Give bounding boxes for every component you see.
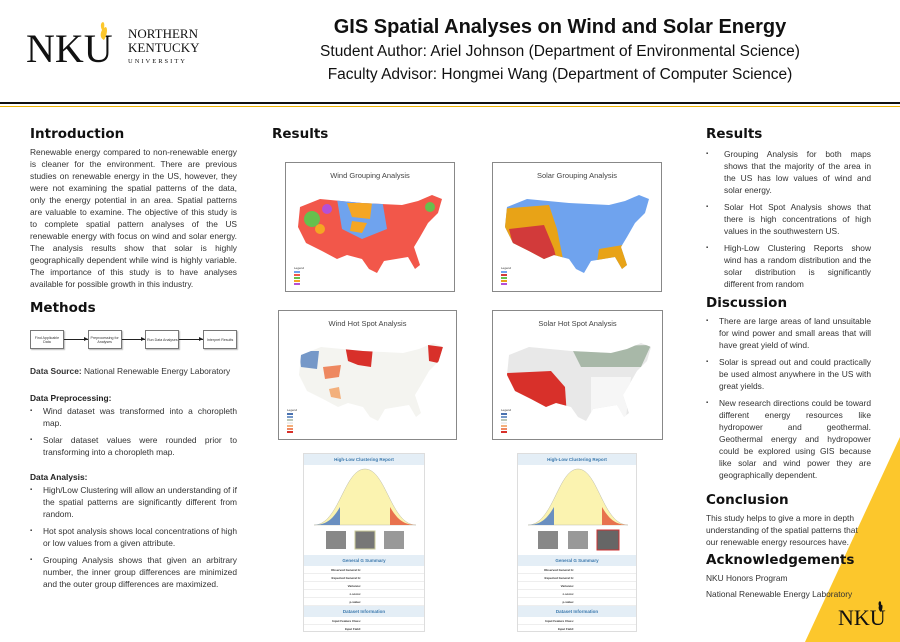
nku-logo: NKU NORTHERN KENTUCKY UNIVERSITY — [26, 22, 200, 70]
report-row: Input Field: — [304, 625, 424, 631]
introduction-body: Renewable energy compared to non-renewab… — [30, 147, 237, 289]
report-title: High-Low Clustering Report — [518, 454, 636, 465]
list-item: Hot spot analysis shows local concentrat… — [30, 525, 237, 549]
methods-heading: Methods — [30, 300, 96, 316]
report-row: Observed General G: — [518, 566, 636, 574]
flow-step: Run Data Analyses — [145, 330, 180, 349]
svg-text:NKU: NKU — [838, 605, 886, 628]
map-title: Solar Hot Spot Analysis — [538, 319, 617, 328]
solar-hotspot-map: Solar Hot Spot Analysis Legend — [492, 310, 663, 440]
report-row: Variance: — [518, 582, 636, 590]
map-legend: Legend — [501, 266, 511, 285]
svg-text:NKU: NKU — [26, 26, 113, 70]
report-row: Expected General G: — [518, 574, 636, 582]
advisor-line: Faculty Advisor: Hongmei Wang (Departmen… — [327, 66, 793, 83]
report-row: Observed General G: — [304, 566, 424, 574]
wind-clustering-report: High-Low Clustering Report General G Sum… — [303, 453, 425, 632]
report-row: Input Feature Class: — [304, 617, 424, 625]
wind-hotspot-map: Wind Hot Spot Analysis Legend — [278, 310, 457, 440]
list-item: Wind dataset was transformed into a chor… — [30, 405, 237, 429]
report-row: z-score: — [518, 590, 636, 598]
list-item: Solar Hot Spot Analysis shows that there… — [706, 201, 871, 237]
data-source-label: Data Source: — [30, 366, 82, 376]
results-heading: Results — [706, 126, 763, 142]
preprocessing-heading: Data Preprocessing: — [30, 393, 112, 403]
bell-curve-graphic — [518, 465, 636, 555]
svg-text:UNIVERSITY: UNIVERSITY — [128, 58, 187, 65]
author-line: Student Author: Ariel Johnson (Departmen… — [320, 43, 800, 60]
list-item: New research directions could be toward … — [706, 397, 871, 481]
report-row: Variance: — [304, 582, 424, 590]
solar-clustering-report: High-Low Clustering Report General G Sum… — [517, 453, 637, 632]
report-row: Expected General G: — [304, 574, 424, 582]
conclusion-section: Conclusion This study helps to give a mo… — [706, 492, 871, 600]
solar-grouping-map: Solar Grouping Analysis Legend — [492, 162, 662, 292]
map-title: Wind Grouping Analysis — [330, 171, 410, 180]
report-row: Input Feature Class: — [518, 617, 636, 625]
map-title: Solar Grouping Analysis — [536, 171, 618, 180]
us-map-solar-hotspot — [507, 343, 651, 421]
results-figures-heading: Results — [272, 126, 329, 142]
conclusion-heading: Conclusion — [706, 492, 789, 508]
list-item: There are large areas of land unsuitable… — [706, 315, 871, 351]
svg-text:KENTUCKY: KENTUCKY — [128, 40, 200, 55]
summary-title: General G Summary — [518, 555, 636, 566]
poster-title: GIS Spatial Analyses on Wind and Solar E… — [333, 16, 787, 38]
dataset-title: Dataset Information — [518, 606, 636, 617]
list-item: Solar is spread out and could practicall… — [706, 356, 871, 392]
acknowledgements-heading: Acknowledgements — [706, 552, 855, 568]
poster-header: GIS Spatial Analyses on Wind and Solar E… — [260, 14, 860, 86]
us-map-wind-hotspot — [299, 343, 443, 421]
arrow-icon — [179, 337, 204, 341]
wind-grouping-map: Wind Grouping Analysis Legend — [285, 162, 455, 292]
report-row: p-value: — [304, 598, 424, 606]
introduction-heading: Introduction — [30, 126, 125, 142]
map-legend: Legend — [287, 408, 297, 433]
us-map-wind-grouping — [298, 195, 442, 273]
report-row: p-value: — [518, 598, 636, 606]
svg-text:NORTHERN: NORTHERN — [128, 26, 199, 41]
data-source: National Renewable Energy Laboratory — [84, 366, 231, 376]
list-item: Grouping Analysis for both maps shows th… — [706, 148, 871, 196]
flow-step: Interpret Results — [203, 330, 237, 349]
acknowledgement-item: NKU Honors Program — [706, 573, 788, 583]
arrow-icon — [121, 337, 146, 341]
analysis-heading: Data Analysis: — [30, 472, 88, 482]
list-item: High/Low Clustering will allow an unders… — [30, 484, 237, 520]
report-title: High-Low Clustering Report — [304, 454, 424, 465]
bell-curve-graphic — [304, 465, 424, 555]
nku-footer-logo: NKU — [838, 601, 886, 628]
methods-section: Methods Find Applicable Data Preprocessi… — [30, 300, 237, 595]
flow-step: Find Applicable Data — [30, 330, 64, 349]
acknowledgement-item: National Renewable Energy Laboratory — [706, 589, 853, 599]
conclusion-body: This study helps to give a more in depth… — [706, 513, 858, 547]
report-row: z-score: — [304, 590, 424, 598]
arrow-icon — [63, 337, 88, 341]
map-title: Wind Hot Spot Analysis — [328, 319, 407, 328]
map-legend: Legend — [501, 408, 511, 433]
list-item: Solar dataset values were rounded prior … — [30, 434, 237, 458]
map-legend: Legend — [294, 266, 304, 285]
dataset-title: Dataset Information — [304, 606, 424, 617]
list-item: Grouping Analysis shows that given an ar… — [30, 554, 237, 590]
report-row: Input Field: — [518, 625, 636, 631]
results-section: Results Grouping Analysis for both maps … — [706, 126, 871, 486]
introduction-section: Introduction Renewable energy compared t… — [30, 126, 237, 290]
divider — [0, 102, 900, 104]
discussion-heading: Discussion — [706, 295, 788, 311]
flow-step: Preprocessing for Analyses — [87, 330, 122, 349]
list-item: High-Low Clustering Reports show wind ha… — [706, 242, 871, 290]
us-map-solar-grouping — [505, 195, 649, 273]
summary-title: General G Summary — [304, 555, 424, 566]
methods-flowchart: Find Applicable Data Preprocessing for A… — [30, 330, 237, 349]
divider-gold — [0, 106, 900, 107]
